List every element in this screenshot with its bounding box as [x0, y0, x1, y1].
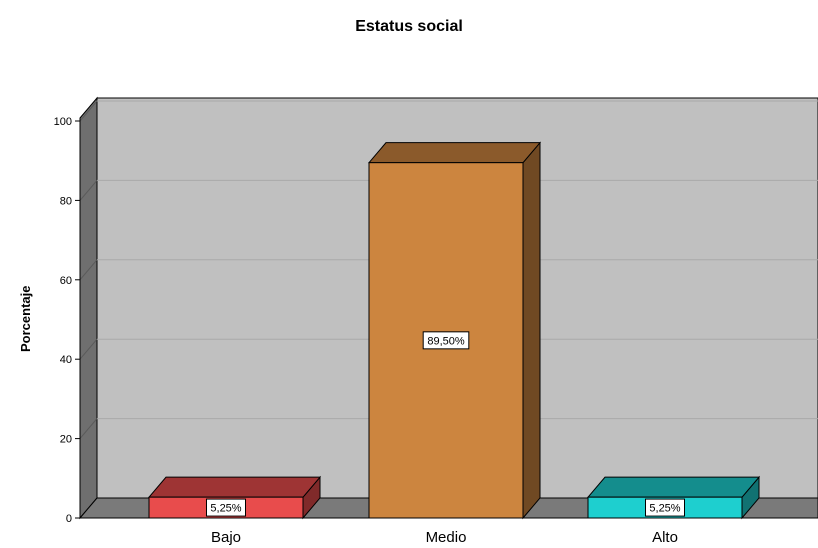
y-tick-label: 20	[60, 434, 72, 446]
data-label-box	[422, 331, 470, 350]
y-tick-label: 80	[60, 195, 72, 207]
y-tick-label: 100	[54, 116, 72, 128]
data-label-box	[206, 498, 246, 517]
data-label-box	[645, 498, 685, 517]
gridline-side	[79, 180, 98, 201]
gridline-side	[79, 100, 98, 122]
bar-top	[367, 142, 542, 164]
bar-top	[147, 476, 322, 498]
gridline-side	[79, 418, 98, 439]
gridline-side	[79, 338, 98, 360]
y-tick-label: 60	[60, 275, 72, 287]
gridline-side	[79, 259, 98, 281]
bar-top	[586, 476, 761, 498]
chart-title: Estatus social	[355, 18, 463, 35]
x-tick-label: Bajo	[211, 529, 241, 546]
data-label: 89,50%	[427, 335, 465, 347]
x-tick-label: Medio	[426, 529, 467, 546]
plot-side-wall	[79, 96, 98, 520]
y-tick-label: 0	[66, 513, 72, 525]
bar-side	[522, 141, 541, 520]
data-label: 5,25%	[210, 503, 241, 515]
y-tick-label: 40	[60, 354, 72, 366]
x-tick-label: Alto	[652, 529, 678, 546]
data-label: 5,25%	[649, 503, 680, 515]
